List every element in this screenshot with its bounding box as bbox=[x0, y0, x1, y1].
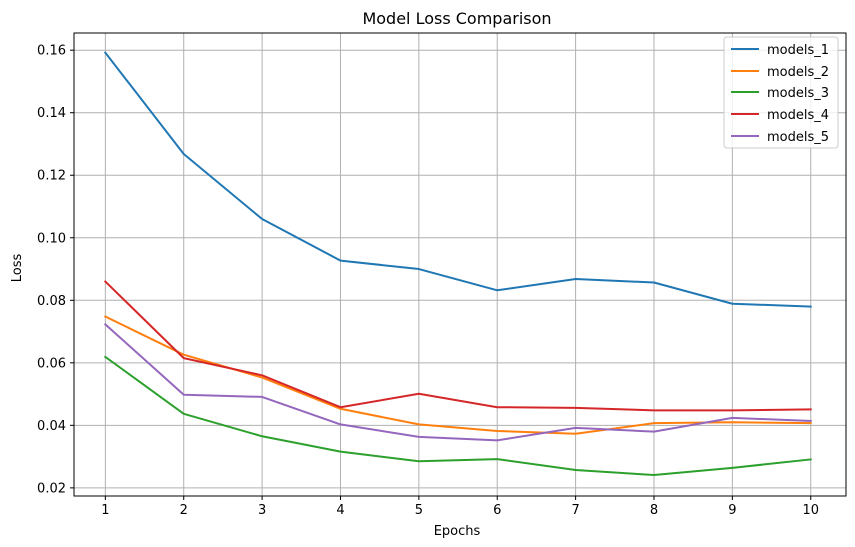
plot-frame bbox=[73, 32, 847, 497]
x-tick-label: 10 bbox=[802, 503, 819, 518]
series-lines bbox=[103, 51, 812, 477]
y-tick-label: 0.16 bbox=[37, 44, 66, 59]
y-tick-label: 0.08 bbox=[37, 294, 66, 309]
chart-title: Model Loss Comparison bbox=[362, 9, 551, 28]
legend-label-models_1: models_1 bbox=[767, 43, 829, 58]
legend-box bbox=[723, 36, 839, 149]
x-tick-label: 2 bbox=[180, 503, 188, 518]
y-tick-label: 0.02 bbox=[37, 481, 66, 496]
axis-ticks: 1 2 3 4 5 6 7 8 9 10 0.02 0.04 0.06 0.08 0.10 0.12 0.14 0… bbox=[37, 44, 819, 518]
y-tick-label: 0.14 bbox=[37, 106, 66, 121]
y-tick-label: 0.12 bbox=[37, 169, 66, 184]
y-axis-label: Loss bbox=[10, 254, 25, 283]
y-tick-label: 0.10 bbox=[37, 231, 66, 246]
x-tick-label: 6 bbox=[493, 503, 501, 518]
legend-label-models_2: models_2 bbox=[767, 65, 829, 80]
x-tick-label: 9 bbox=[728, 503, 736, 518]
series-line-models_5 bbox=[103, 322, 812, 442]
series-line-models_4 bbox=[103, 280, 812, 412]
series-line-models_3 bbox=[103, 355, 812, 477]
legend-label-models_3: models_3 bbox=[767, 86, 829, 101]
y-tick-label: 0.04 bbox=[37, 419, 66, 434]
legend: models_1 models_2 models_3 models_4 mode… bbox=[723, 36, 839, 149]
legend-label-models_4: models_4 bbox=[767, 108, 829, 123]
x-tick-label: 5 bbox=[415, 503, 423, 518]
x-tick-label: 7 bbox=[571, 503, 579, 518]
x-tick-label: 3 bbox=[258, 503, 266, 518]
x-tick-label: 8 bbox=[650, 503, 658, 518]
y-tick-label: 0.06 bbox=[37, 356, 66, 371]
x-axis-label: Epochs bbox=[434, 524, 481, 539]
legend-label-models_5: models_5 bbox=[767, 130, 829, 145]
series-line-models_1 bbox=[103, 51, 812, 308]
x-tick-label: 4 bbox=[336, 503, 344, 518]
x-tick-label: 1 bbox=[101, 503, 109, 518]
